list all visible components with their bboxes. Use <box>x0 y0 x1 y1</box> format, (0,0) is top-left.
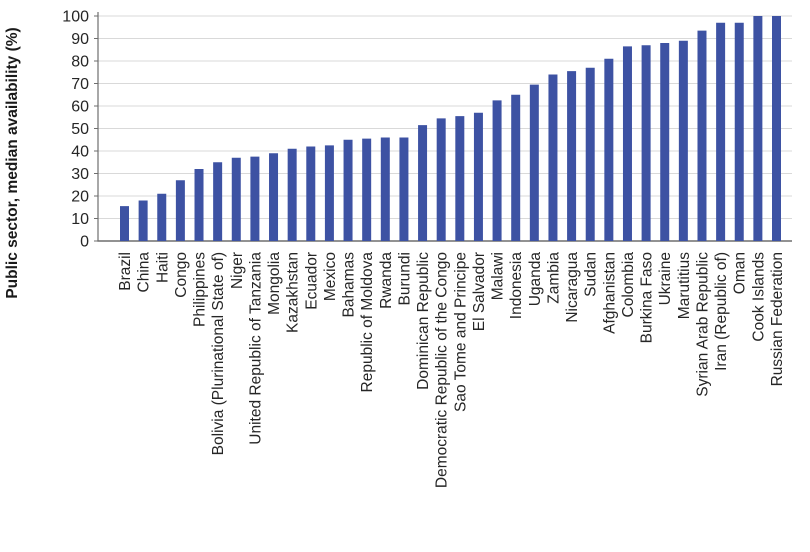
bar <box>492 100 502 241</box>
bar <box>734 22 744 241</box>
bar <box>622 46 632 241</box>
x-tick-label: Syrian Arab Republic <box>694 252 711 397</box>
bar <box>585 67 595 241</box>
bar <box>380 137 390 241</box>
bar <box>418 125 428 241</box>
y-tick-label: 50 <box>71 121 89 138</box>
bar <box>157 193 167 241</box>
x-tick-label: Bolivia (Plurinational State of) <box>210 252 227 455</box>
bar <box>473 112 483 241</box>
y-axis-title: Public sector, median availability (%) <box>4 27 21 298</box>
x-tick-label: Sao Tome and Principe <box>452 252 469 412</box>
x-tick-label: Indonesia <box>508 252 525 320</box>
bar <box>231 157 241 241</box>
bar <box>660 43 670 241</box>
x-tick-label: Republic of Moldova <box>359 252 376 393</box>
bar <box>175 180 185 241</box>
x-tick-label: Nicaragua <box>564 252 581 323</box>
y-tick-label: 40 <box>71 144 89 161</box>
y-tick-label: 0 <box>80 234 89 251</box>
bar <box>604 58 614 241</box>
y-tick-label: 80 <box>71 54 89 71</box>
x-tick-label: Zambia <box>545 252 562 304</box>
bar <box>455 116 465 241</box>
x-tick-label: Democratic Republic of the Congo <box>434 252 451 488</box>
x-tick-label: Haiti <box>154 252 171 283</box>
x-tick-label: Ukraine <box>657 252 674 305</box>
bar <box>641 45 651 241</box>
y-tick-label: 60 <box>71 99 89 116</box>
x-tick-label: Malawi <box>490 252 507 300</box>
x-tick-label: El Salvador <box>471 252 488 331</box>
x-tick-label: China <box>136 252 153 293</box>
x-tick-label: Russian Federation <box>769 252 786 386</box>
x-tick-label: Marutitius <box>676 252 693 319</box>
bar <box>567 71 577 241</box>
x-tick-label: Burkina Faso <box>639 252 656 343</box>
x-tick-label: Colombia <box>620 252 637 318</box>
x-tick-label: Dominican Republic <box>415 252 432 390</box>
y-tick-label: 10 <box>71 211 89 228</box>
x-tick-label: Philippines <box>192 252 209 327</box>
x-tick-label: Mexico <box>322 252 339 301</box>
x-tick-label: Cook Islands <box>750 252 767 342</box>
x-tick-label: United Republic of Tanzania <box>247 252 264 445</box>
x-tick-label: Uganda <box>527 252 544 307</box>
bar <box>716 22 726 241</box>
bar <box>213 162 223 241</box>
x-tick-label: Afghanistan <box>601 252 618 334</box>
bar <box>306 146 316 241</box>
x-tick-label: Ecuador <box>303 252 320 310</box>
x-tick-label: Niger <box>229 252 246 289</box>
bar <box>772 16 781 241</box>
x-tick-label: Sudan <box>583 252 600 297</box>
bar <box>362 138 372 241</box>
bar <box>511 94 521 241</box>
bar <box>194 169 204 241</box>
bar <box>287 148 297 241</box>
x-tick-label: Brazil <box>117 252 134 291</box>
x-tick-label: Bahamas <box>341 252 358 318</box>
bar <box>529 84 539 241</box>
x-tick-label: Oman <box>732 252 749 294</box>
bar <box>436 118 446 241</box>
y-tick-label: 100 <box>62 9 89 26</box>
x-tick-label: Rwanda <box>378 252 395 309</box>
x-tick-label: Iran (Republic of) <box>713 252 730 371</box>
y-tick-label: 90 <box>71 31 89 48</box>
x-tick-label: Burundi <box>396 252 413 305</box>
y-tick-label: 30 <box>71 166 89 183</box>
bar <box>343 139 353 241</box>
bar <box>678 40 688 241</box>
bar <box>120 206 129 241</box>
x-tick-label: Kazakhstan <box>285 252 302 333</box>
bar <box>138 200 148 241</box>
bar <box>697 30 707 241</box>
x-tick-label: Mongolia <box>266 252 283 315</box>
bar <box>250 156 260 241</box>
bar <box>548 74 558 241</box>
y-tick-label: 20 <box>71 189 89 206</box>
bar <box>399 137 409 241</box>
bar <box>324 145 334 241</box>
y-tick-label: 70 <box>71 76 89 93</box>
x-tick-label: Congo <box>173 252 190 298</box>
bar <box>269 153 279 241</box>
bar <box>753 16 763 241</box>
